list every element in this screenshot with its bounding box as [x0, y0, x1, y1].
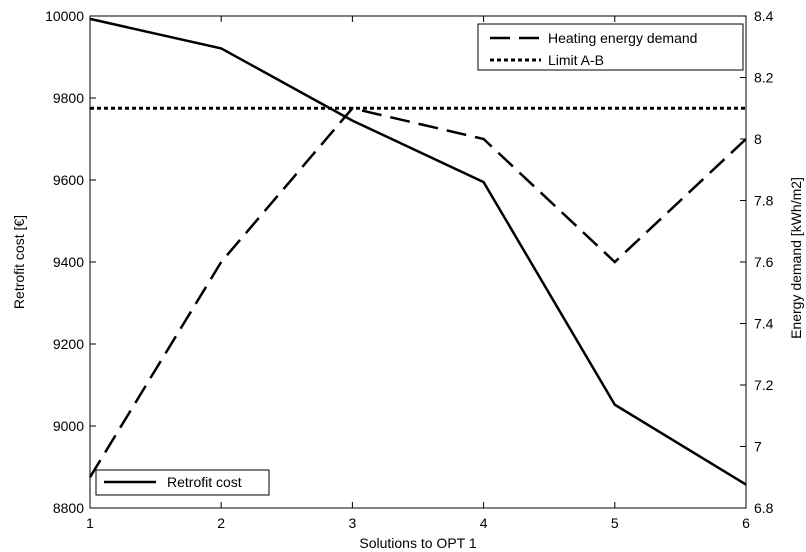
legend-top-right-box	[477, 23, 744, 71]
series-line-heating-energy-demand	[88, 106, 747, 478]
left-tick-label: 9000	[53, 418, 84, 434]
left-tick-label: 8800	[53, 500, 84, 516]
right-tick-label: 8.4	[754, 8, 774, 24]
right-tick-label: 7.8	[754, 193, 774, 209]
x-tick-label: 3	[349, 515, 357, 531]
legend-top-right: Heating energy demand Limit A-B	[477, 23, 744, 71]
right-tick-label: 7	[754, 439, 762, 455]
ticks-layer: 1 2 3 4 5 6 8800 9000 9200 9400 9600 9800 10000 6.8 7 7…	[45, 8, 774, 531]
legend-label-retrofit: Retrofit cost	[167, 474, 242, 490]
plot-border	[89, 15, 747, 509]
right-tick-label: 6.8	[754, 500, 774, 516]
x-tick-label: 5	[611, 515, 619, 531]
right-tick-label: 7.6	[754, 254, 774, 270]
left-axis-title: Retrofit cost [€]	[11, 215, 27, 309]
plot-frame	[89, 15, 747, 509]
left-tick-label: 9400	[53, 254, 84, 270]
x-tick-label: 6	[742, 515, 750, 531]
right-tick-label: 8.2	[754, 70, 774, 86]
x-tick-label: 4	[480, 515, 488, 531]
right-axis-title: Energy demand [kWh/m2]	[788, 177, 804, 339]
left-tick-label: 9200	[53, 336, 84, 352]
legend-label-heating: Heating energy demand	[548, 30, 697, 46]
series-layer	[88, 17, 747, 486]
right-tick-label: 8	[754, 131, 762, 147]
series-line-retrofit-cost	[89, 17, 747, 486]
legend-label-limit: Limit A-B	[548, 52, 604, 68]
x-axis-title: Solutions to OPT 1	[359, 535, 476, 551]
x-tick-label: 2	[217, 515, 225, 531]
right-tick-label: 7.2	[754, 377, 774, 393]
left-tick-label: 9600	[53, 172, 84, 188]
legend-bottom-left: Retrofit cost	[95, 469, 270, 496]
right-tick-label: 7.4	[754, 316, 774, 332]
x-tick-label: 1	[86, 515, 94, 531]
left-tick-label: 10000	[45, 8, 84, 24]
left-tick-label: 9800	[53, 90, 84, 106]
